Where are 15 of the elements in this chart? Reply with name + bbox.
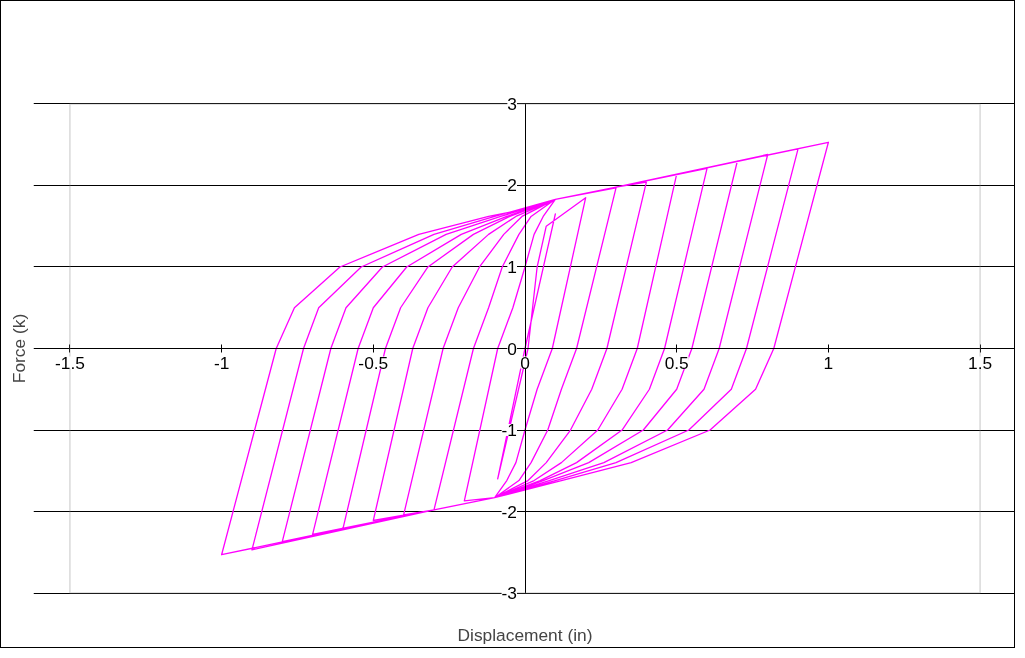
y-axis-title: Force (k)	[8, 313, 29, 384]
x-axis-title: Displacement (in)	[457, 624, 593, 645]
y-tick-label: 1	[507, 256, 517, 277]
y-tick-label: -1	[501, 420, 518, 441]
y-tick-label: 2	[507, 175, 517, 196]
x-tick-label: 1.5	[968, 352, 993, 373]
x-tick-label: 0.5	[664, 352, 689, 373]
x-tick-label: 1	[823, 352, 834, 373]
y-tick-label: -3	[501, 583, 518, 604]
y-tick-label: 0	[507, 338, 517, 359]
x-tick-label: -0.5	[358, 352, 389, 373]
y-tick-label: 3	[507, 93, 517, 114]
x-tick-label: -1.5	[54, 352, 85, 373]
y-tick-label: -2	[501, 501, 518, 522]
x-tick-label: -1	[213, 352, 230, 373]
